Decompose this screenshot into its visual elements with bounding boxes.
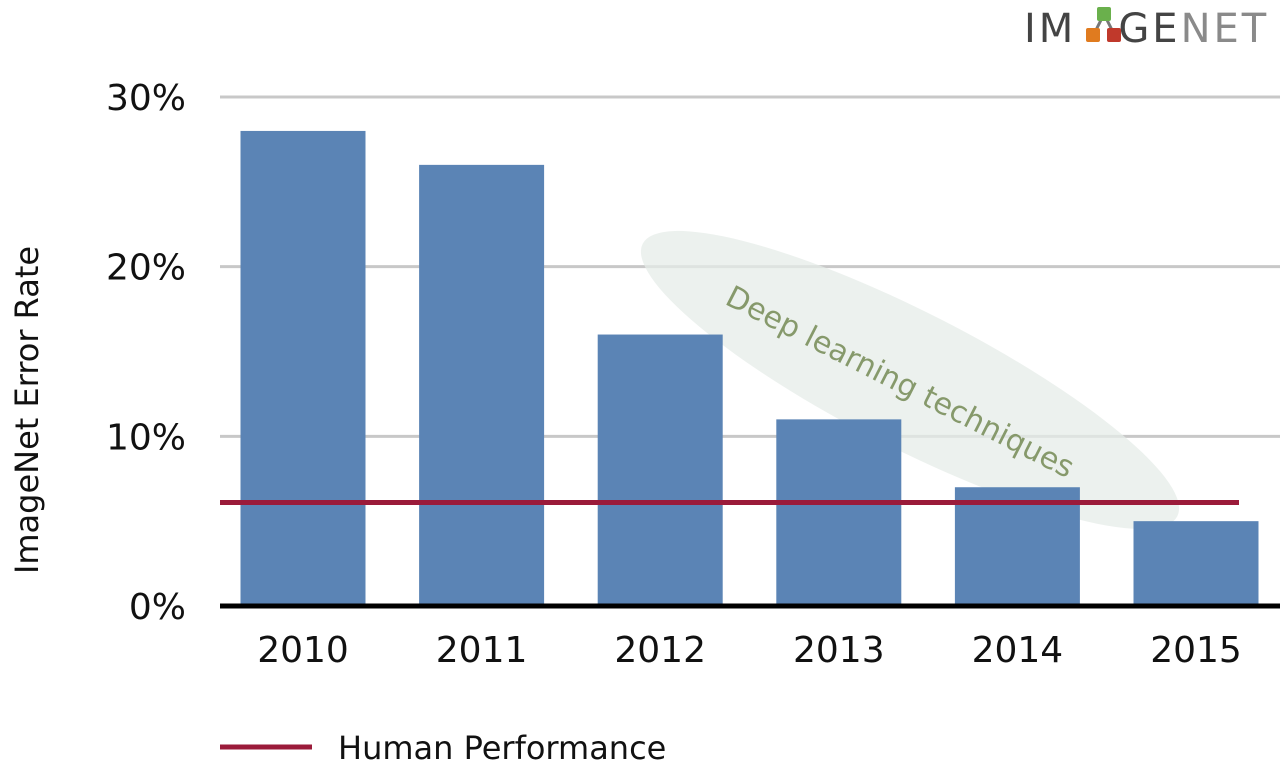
annotation-ellipse <box>640 230 1180 530</box>
y-axis-ticks: 0% 10% 20% 30% <box>106 78 186 628</box>
x-tick-label-2015: 2015 <box>1150 630 1242 671</box>
x-tick-label-2012: 2012 <box>614 630 706 671</box>
legend: Human Performance <box>220 729 666 767</box>
logo-suffix-light: NET <box>1181 6 1270 52</box>
x-tick-label-2010: 2010 <box>257 630 349 671</box>
x-axis-ticks: 2010 2011 2012 2013 2014 2015 <box>257 630 1242 671</box>
bars <box>240 130 1259 606</box>
y-tick-label: 10% <box>106 417 186 458</box>
annotation-group <box>640 230 1180 530</box>
x-tick-label-2013: 2013 <box>793 630 885 671</box>
logo-prefix: IM <box>1024 6 1076 52</box>
bar-2010 <box>240 130 366 606</box>
x-tick-label-2014: 2014 <box>972 630 1064 671</box>
logo-text: IM GENET <box>1024 6 1269 52</box>
x-tick-label-2011: 2011 <box>436 630 528 671</box>
y-tick-label: 30% <box>106 78 186 119</box>
legend-label-human-performance: Human Performance <box>338 729 666 767</box>
logo-node-right <box>1107 28 1121 42</box>
bar-2012 <box>597 334 723 606</box>
logo-node-left <box>1086 28 1100 42</box>
logo-suffix-dark: GE <box>1118 6 1180 52</box>
y-tick-label: 0% <box>129 587 186 628</box>
y-tick-label: 20% <box>106 248 186 289</box>
imagenet-logo: IM GENET <box>1024 6 1269 52</box>
bar-2015 <box>1133 521 1259 606</box>
y-axis-title: ImageNet Error Rate <box>8 246 46 574</box>
logo-node-top <box>1097 7 1111 21</box>
bar-2014 <box>954 487 1080 606</box>
logo-node-icon <box>1086 7 1121 42</box>
bar-2013 <box>776 419 902 606</box>
bar-2011 <box>419 164 545 606</box>
